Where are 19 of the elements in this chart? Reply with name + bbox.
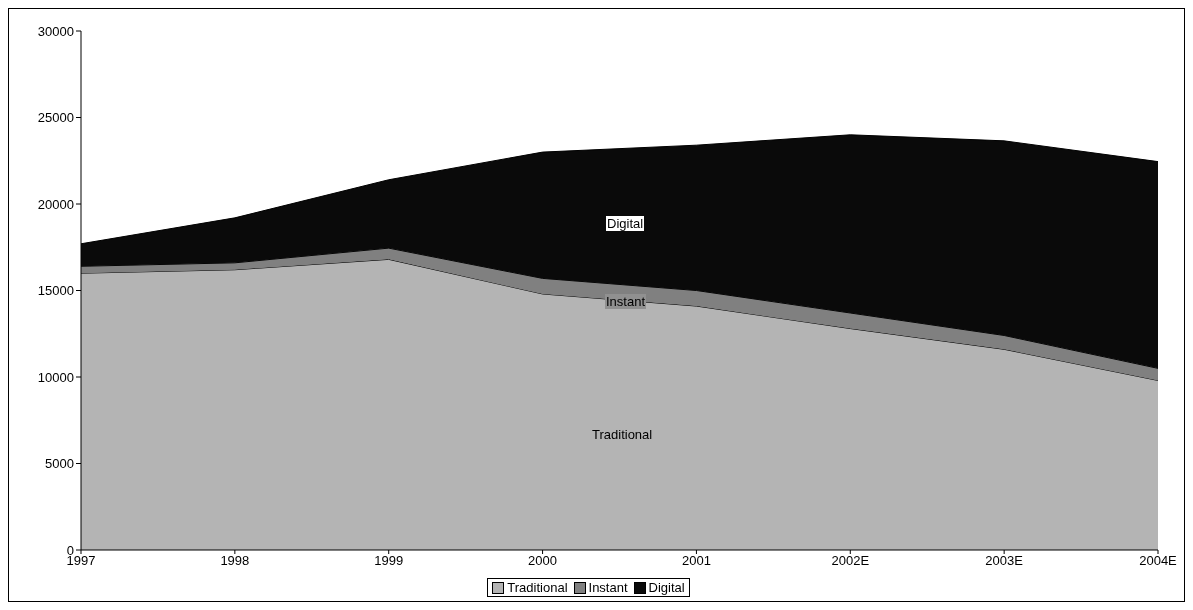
legend-label: Traditional bbox=[506, 580, 568, 595]
y-tick-label: 25000 bbox=[37, 110, 74, 126]
x-tick-label: 2003E bbox=[985, 553, 1024, 569]
y-tick-label: 10000 bbox=[37, 369, 74, 385]
y-tick-label: 30000 bbox=[37, 23, 74, 39]
x-tick-label: 2002E bbox=[831, 553, 870, 569]
annotation: Traditional bbox=[591, 427, 654, 442]
y-tick-label: 20000 bbox=[37, 196, 74, 212]
legend-label: Instant bbox=[587, 580, 628, 595]
y-tick-label: 5000 bbox=[45, 456, 74, 472]
x-tick-label: 2001 bbox=[681, 553, 711, 569]
legend-label: Digital bbox=[647, 580, 685, 595]
annotation: Instant bbox=[605, 294, 647, 309]
x-tick-label: 2000 bbox=[528, 553, 558, 569]
x-tick-label: 1999 bbox=[374, 553, 404, 569]
x-tick-label: 2004E bbox=[1139, 553, 1178, 569]
annotation: Digital bbox=[606, 216, 645, 231]
x-tick-label: 1998 bbox=[220, 553, 250, 569]
y-tick-label: 15000 bbox=[37, 283, 74, 299]
